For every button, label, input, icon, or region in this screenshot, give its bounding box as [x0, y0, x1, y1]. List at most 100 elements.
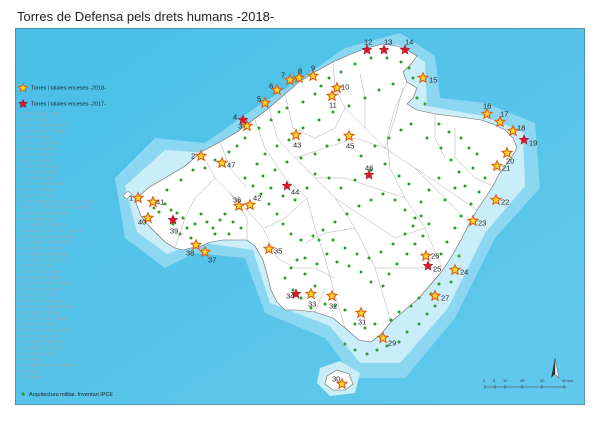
tower-marker[interactable]: 30	[332, 375, 349, 390]
tower-marker[interactable]: 36	[232, 196, 246, 212]
tower-marker[interactable]: 43	[289, 128, 303, 150]
tower-marker[interactable]: 12	[361, 38, 373, 55]
ipce-dot	[251, 184, 255, 188]
ipce-dot	[323, 302, 327, 306]
ipce-dot	[325, 144, 329, 148]
ipce-dot	[399, 60, 403, 64]
tower-marker[interactable]: 19	[518, 134, 537, 148]
tower-marker[interactable]: 37	[198, 245, 216, 265]
tower-marker[interactable]: 13	[378, 38, 392, 55]
tower-marker[interactable]: 21	[490, 159, 510, 173]
ipce-dot	[311, 234, 315, 238]
tower-marker[interactable]: 39	[167, 214, 179, 236]
tower-marker[interactable]: 42	[243, 194, 261, 211]
ipce-dot	[343, 342, 347, 346]
star-icon	[131, 191, 145, 204]
tower-marker[interactable]: 5	[257, 95, 272, 109]
ipce-dot	[301, 126, 305, 130]
tower-marker[interactable]: 22	[489, 193, 509, 207]
tower-marker[interactable]: 40	[138, 211, 155, 227]
tower-marker[interactable]: 8	[292, 67, 306, 84]
star-icon	[141, 211, 155, 224]
ipce-dot	[325, 252, 329, 256]
ipce-dot	[259, 192, 263, 196]
ipce-dot	[425, 312, 429, 316]
legend-tower-entry: 56. Castell de Bellver	[20, 310, 60, 315]
legend-tower-entry: 48. Torre d'en Beu	[20, 263, 55, 268]
tower-marker[interactable]: 26	[419, 249, 439, 262]
legend-tower-entry: 52. Torre de s'Estanyol	[20, 287, 62, 292]
ipce-dot	[367, 256, 371, 260]
legend-item-2017: Torres i talaies enceses -2017-	[18, 98, 106, 109]
tower-marker[interactable]: 4	[233, 113, 249, 125]
tower-marker[interactable]: 46	[363, 164, 375, 180]
tower-marker[interactable]: 24	[448, 263, 468, 277]
tower-marker[interactable]: 15	[416, 71, 437, 85]
tower-marker[interactable]: 7	[281, 71, 297, 86]
tower-number: 46	[365, 164, 373, 173]
legend-tower-entry: 46. Sineu	[20, 368, 38, 373]
tower-marker[interactable]: 35	[262, 242, 282, 256]
tower-marker[interactable]: 44	[281, 180, 299, 197]
legend-tower-entry: 45. Puig de Santa Magdalena	[20, 363, 76, 368]
ipce-dot	[239, 226, 243, 230]
tower-marker[interactable]: 29	[376, 331, 396, 348]
tower-marker[interactable]: 20	[500, 146, 514, 166]
ipce-dot	[347, 104, 351, 108]
tower-marker[interactable]: 34	[286, 288, 302, 301]
tower-marker[interactable]: 17	[493, 110, 508, 128]
ipce-dot	[457, 170, 461, 174]
legend-tower-entry: 57. Torre de Cala Figuera	[20, 316, 68, 321]
ipce-dot	[303, 272, 307, 276]
tower-marker[interactable]: 2	[191, 149, 208, 162]
legend-tower-entry: 42. Castell de Manacor	[20, 345, 64, 350]
tower-marker[interactable]: 14	[399, 38, 413, 55]
ipce-dot	[445, 240, 449, 244]
tower-marker[interactable]: 11	[325, 89, 339, 110]
tower-marker[interactable]: 31	[354, 306, 368, 327]
ipce-dot	[178, 232, 182, 236]
star-icon	[232, 199, 246, 212]
ipce-dot	[299, 296, 303, 300]
tower-marker[interactable]: 33	[304, 287, 318, 309]
ipce-dot	[165, 188, 169, 192]
tower-number: 12	[364, 38, 372, 47]
tower-number: 26	[431, 252, 439, 261]
ipce-dot	[353, 348, 357, 352]
ipce-dot	[289, 266, 293, 270]
ipce-dot	[191, 168, 195, 172]
ipce-dot	[269, 118, 273, 122]
tower-marker[interactable]: 10	[330, 81, 349, 94]
tower-marker[interactable]: 32	[325, 289, 339, 311]
ipce-dot	[295, 258, 299, 262]
tower-number: 45	[346, 142, 354, 151]
tower-marker[interactable]: 25	[422, 260, 441, 274]
tower-marker[interactable]: 9	[306, 64, 320, 82]
tower-number: 35	[274, 247, 282, 256]
tower-marker[interactable]: 38	[186, 238, 203, 258]
tower-marker[interactable]: 6	[269, 82, 284, 96]
star-icon	[283, 73, 297, 86]
ipce-dot	[179, 178, 183, 182]
tower-marker[interactable]: 1	[129, 191, 145, 204]
tower-marker[interactable]: 45	[342, 129, 356, 151]
tower-marker[interactable]: 41	[146, 195, 164, 208]
legend-tower-entry: 49. Torre de sa Guaita	[20, 269, 62, 274]
legend-tower-entry: 54. Torre des Cap Blanc	[20, 298, 65, 303]
tower-marker[interactable]: 47	[215, 156, 235, 170]
tower-marker[interactable]: 16	[480, 102, 494, 120]
tower-marker[interactable]: 27	[428, 289, 449, 303]
tower-marker[interactable]: 23	[466, 214, 486, 228]
tower-marker[interactable]: 18	[506, 124, 525, 137]
ipce-dot	[287, 138, 291, 142]
tower-marker[interactable]: 3	[238, 119, 254, 132]
ipce-dot	[393, 198, 397, 202]
ipce-dot	[277, 110, 281, 114]
tower-number: 30	[332, 375, 340, 384]
legend-tower-entry: 51. Torre de Santa Catalina	[20, 281, 72, 286]
ipce-dot	[185, 226, 189, 230]
tower-number: 41	[156, 198, 164, 207]
ipce-dot	[152, 206, 156, 210]
tower-number: 24	[460, 268, 468, 277]
